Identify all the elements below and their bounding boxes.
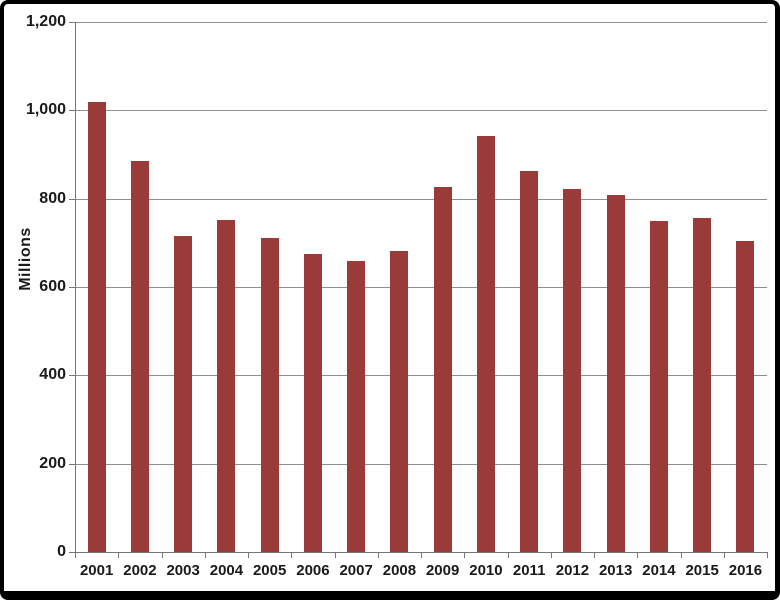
x-axis-label-2003: 2003 bbox=[166, 562, 200, 579]
bar-2010 bbox=[476, 136, 495, 552]
y-tick-label-1200: 1,200 bbox=[25, 13, 66, 30]
x-axis-tick bbox=[377, 552, 379, 558]
x-axis-label-2006: 2006 bbox=[296, 562, 330, 579]
x-axis-tick bbox=[334, 552, 336, 558]
y-axis-line bbox=[75, 22, 76, 553]
x-axis-label-2014: 2014 bbox=[642, 562, 676, 579]
y-tick-label-200: 200 bbox=[39, 454, 66, 472]
gridline-200 bbox=[75, 463, 767, 465]
x-axis-label-2012: 2012 bbox=[555, 562, 590, 579]
y-tick-label-600: 600 bbox=[39, 278, 66, 295]
bar-2012 bbox=[563, 188, 582, 552]
bar-2005 bbox=[260, 237, 279, 552]
x-axis-label-2013: 2013 bbox=[598, 562, 633, 579]
x-axis-ticks bbox=[75, 552, 768, 558]
bar-2006 bbox=[303, 254, 322, 552]
x-axis-tick bbox=[637, 552, 639, 558]
y-axis-tick bbox=[69, 287, 75, 288]
gridline-1000 bbox=[75, 110, 767, 112]
bar-2003 bbox=[174, 235, 193, 552]
bar-2013 bbox=[606, 194, 625, 552]
x-axis-label-2002: 2002 bbox=[123, 562, 157, 579]
gridline-600 bbox=[75, 287, 767, 288]
x-axis-tick bbox=[75, 552, 76, 558]
x-axis-labels: 2001 2002 2003 2004 2005 2006 2007 2008 2009 2010… bbox=[75, 562, 767, 582]
x-axis-label-2008: 2008 bbox=[382, 562, 417, 579]
gridline-800 bbox=[75, 198, 767, 200]
gridline-400 bbox=[75, 375, 767, 377]
x-axis-tick bbox=[464, 552, 466, 558]
bar-2011 bbox=[520, 170, 539, 552]
bar-2008 bbox=[390, 251, 409, 552]
y-axis-tick-labels: 0 200 400 600 800 1,000 1,200 bbox=[4, 14, 66, 560]
bar-2004 bbox=[217, 219, 236, 552]
x-axis-tick bbox=[118, 552, 120, 558]
y-tick-label-1000: 1,000 bbox=[25, 101, 66, 119]
y-axis-tick bbox=[69, 375, 75, 377]
y-axis-tick bbox=[69, 552, 75, 553]
gridlines-layer bbox=[75, 22, 767, 552]
x-axis-tick bbox=[550, 552, 552, 558]
y-axis-tick bbox=[69, 22, 75, 23]
x-axis-label-2011: 2011 bbox=[512, 562, 546, 579]
x-axis-label-2004: 2004 bbox=[209, 562, 244, 579]
y-tick-label-800: 800 bbox=[39, 189, 66, 207]
y-axis-ticks bbox=[69, 22, 75, 553]
bar-2002 bbox=[130, 161, 149, 552]
y-axis-tick bbox=[69, 110, 75, 112]
x-axis-tick bbox=[680, 552, 682, 558]
x-axis-tick bbox=[723, 552, 725, 558]
x-axis-label-2015: 2015 bbox=[685, 562, 719, 579]
x-axis-tick bbox=[507, 552, 509, 558]
x-axis-tick bbox=[594, 552, 595, 558]
x-axis-label-2001: 2001 bbox=[79, 562, 114, 579]
y-axis-tick bbox=[69, 463, 75, 465]
x-axis-tick bbox=[161, 552, 163, 558]
x-axis-tick bbox=[248, 552, 249, 558]
x-axis-label-2016: 2016 bbox=[728, 562, 763, 579]
y-tick-label-400: 400 bbox=[39, 366, 66, 384]
x-axis-tick bbox=[291, 552, 293, 558]
y-tick-label-0: 0 bbox=[57, 543, 66, 560]
bar-2014 bbox=[649, 220, 668, 552]
bars-layer bbox=[75, 22, 767, 552]
y-axis-tick bbox=[69, 198, 75, 200]
bar-2009 bbox=[433, 186, 452, 552]
x-axis-tick bbox=[767, 552, 768, 558]
bar-2015 bbox=[693, 218, 712, 552]
gridline-1200 bbox=[75, 22, 767, 23]
bar-2001 bbox=[87, 101, 106, 552]
x-axis-tick bbox=[204, 552, 206, 558]
bar-2016 bbox=[736, 240, 755, 552]
x-axis-label-2009: 2009 bbox=[425, 562, 460, 579]
x-axis-label-2007: 2007 bbox=[339, 562, 373, 579]
bar-2007 bbox=[347, 260, 366, 552]
x-axis-label-2010: 2010 bbox=[469, 562, 503, 579]
x-axis-tick bbox=[421, 552, 422, 558]
x-axis-label-2005: 2005 bbox=[252, 562, 287, 579]
